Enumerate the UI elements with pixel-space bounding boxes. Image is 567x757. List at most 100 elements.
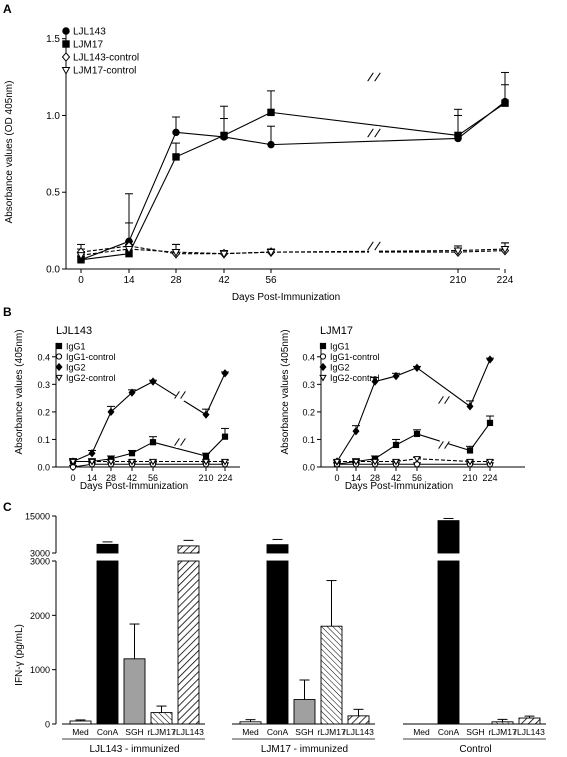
panel-b2-x-tick-label: 0 [334, 473, 339, 483]
panel-b1-point [221, 458, 229, 466]
panel-a-x-tick-label: 210 [450, 275, 467, 286]
panel-b2-point [466, 447, 474, 454]
panel-b1-point [107, 458, 115, 466]
panel-c-ylabel: IFN-γ (pg/mL) [14, 624, 25, 686]
panel-b2-legend-label: IgG2-control [330, 373, 380, 383]
panel-b1-legend-label: IgG2-control [66, 373, 116, 383]
panel-c-category-label: SGH [125, 727, 143, 737]
panel-b2-point [392, 441, 400, 449]
panel-c-bar-upper [266, 544, 289, 554]
panel-b2-axis-break-slash-1 [438, 441, 444, 449]
panel-a-x-tick-label: 0 [78, 275, 84, 286]
panel-b1-axis-break-slash-1 [174, 438, 180, 446]
panel-a-axis-break-gap [369, 70, 379, 84]
panel-b1-legend-label: IgG2 [66, 363, 86, 373]
panel-b-ljm17-chart: 0.0 0.1 0.2 0.3 0.4 0 14 28 42 56 210 224 IgG1IgG1-c… [302, 342, 525, 483]
panel-b1-legend-label: IgG1 [66, 342, 86, 352]
panel-b1-y-tick-label: 0.3 [37, 380, 50, 390]
panel-a-x-tick-label: 28 [170, 275, 182, 286]
panel-c-y-tick-label: 3000 [30, 557, 50, 567]
panel-a-x-tick-label: 42 [218, 275, 230, 286]
panel-a-point [219, 250, 229, 259]
panel-a-legend-label: LJM17-control [73, 66, 136, 77]
panel-a-series-line [80, 248, 272, 256]
panel-b2-y-tick-label: 0.1 [302, 435, 315, 445]
panel-b2-point [371, 458, 379, 466]
panel-c-category-label: rLJL143 [343, 727, 374, 737]
panel-c-axis-gap [54, 554, 58, 560]
panel-a-legend-marker [61, 66, 71, 75]
panel-b1-point [202, 452, 210, 460]
panel-a-x-tick-label: 56 [265, 275, 277, 286]
panel-b2-axis-break-gap [439, 394, 449, 406]
panel-b2-legend-marker [319, 362, 327, 372]
panel-a-point [267, 108, 275, 117]
panel-b-ljm17-title: LJM17 [320, 325, 353, 337]
panel-b2-point [413, 363, 421, 372]
panel-c-bar [266, 560, 289, 725]
panel-a-y-tick-label: 1.5 [46, 34, 60, 45]
panel-b1-legend-label: IgG1-control [66, 352, 116, 362]
panel-b-ljl143-title: LJL143 [56, 325, 92, 337]
panel-b2-point [392, 371, 400, 381]
panel-b1-point [88, 449, 96, 458]
panel-a-point [172, 153, 180, 161]
panel-c-y-tick-label: 2000 [30, 611, 50, 621]
panel-b1-series-line [152, 373, 226, 416]
panel-a-x-tick-label: 14 [123, 275, 135, 286]
panel-b2-x-tick-label: 224 [482, 473, 497, 483]
panel-b1-legend-marker [55, 353, 63, 360]
panel-b2-y-tick-label: 0.0 [302, 463, 315, 473]
panel-c-bar [177, 560, 200, 725]
panel-b2-point [413, 430, 421, 438]
panel-b1-point [221, 369, 229, 378]
panel-b2-y-tick-label: 0.2 [302, 407, 315, 417]
panel-a-series-line [270, 101, 506, 146]
panel-b2-x-tick-label: 56 [412, 473, 422, 483]
panel-b2-legend-marker [319, 353, 327, 360]
panel-b1-point [88, 458, 96, 466]
panel-b2-legend-marker [319, 374, 327, 382]
panel-a-axis-break-slash-1 [367, 72, 374, 82]
panel-b2-point [466, 402, 474, 411]
panel-label-c: C [3, 500, 12, 514]
panel-b2-legend-label: IgG1-control [330, 352, 380, 362]
panel-b1-point [149, 377, 157, 386]
panel-a-legend-label: LJL143-control [73, 53, 139, 64]
panel-b2-series-line [416, 458, 490, 463]
panel-a-chart: 0.0 0.5 1.0 1.5 0 14 28 42 56 210 224 LJL143 LJM17 LJ… [46, 27, 514, 287]
panel-b1-axis-break-slash-2 [180, 391, 186, 399]
panel-a-axis-break-slash-1 [367, 241, 374, 251]
panel-a-axis-break-slash-1 [367, 128, 374, 138]
panel-b2-point [413, 456, 421, 463]
panel-c-bar [293, 699, 316, 725]
panel-b1-axis-break-slash-2 [180, 438, 186, 446]
panel-b1-point [149, 458, 157, 466]
panel-a-point [76, 252, 86, 261]
panel-c-category-label: rLJM17 [317, 727, 346, 737]
panel-a-legend-label: LJL143 [73, 27, 106, 38]
panel-b1-y-tick-label: 0.2 [37, 407, 50, 417]
panel-b2-series-line [416, 422, 491, 452]
panel-b1-x-tick-label: 210 [198, 473, 213, 483]
panel-b2-axis-break-slash-2 [444, 441, 450, 449]
panel-b1-axis-break-slash-1 [174, 391, 180, 399]
panel-b-ljm17-xlabel: Days Post-Immunization [345, 481, 453, 492]
panel-b2-point [486, 355, 494, 364]
panel-b-ljl143-ylabel: Absorbance values (405nm) [14, 329, 25, 454]
panel-a-point [171, 249, 181, 257]
panel-b2-x-tick-label: 210 [462, 473, 477, 483]
panel-a-axis-break-gap [369, 126, 379, 140]
panel-c-bar [150, 712, 173, 725]
panel-c-bar [437, 560, 460, 725]
panel-b2-point [352, 458, 360, 466]
panel-c-group-label: Control [459, 744, 491, 755]
panel-b2-series-line [416, 359, 491, 408]
panel-b2-legend-label: IgG2 [330, 363, 350, 373]
panel-label-a: A [3, 2, 12, 16]
panel-a-axis-break-gap [369, 239, 379, 253]
panel-a-point [220, 131, 228, 140]
panel-a-legend-marker [62, 40, 70, 48]
panel-a-y-tick-label: 1.0 [46, 111, 60, 122]
